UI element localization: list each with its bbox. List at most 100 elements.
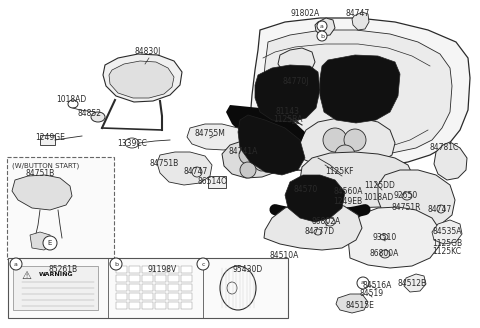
Text: 1339CC: 1339CC (117, 138, 147, 148)
Bar (155, 284, 166, 291)
Circle shape (43, 236, 57, 250)
Text: a: a (361, 280, 365, 285)
Polygon shape (255, 65, 320, 122)
Text: 1125KC: 1125KC (432, 247, 461, 256)
Text: 84755M: 84755M (194, 130, 226, 138)
Polygon shape (222, 138, 282, 178)
Bar (155, 275, 166, 282)
Text: 84830J: 84830J (135, 48, 161, 56)
Bar (208, 176, 226, 188)
Bar (168, 302, 179, 309)
Text: 86802A: 86802A (312, 217, 341, 227)
Text: 84751B: 84751B (26, 169, 55, 177)
Bar (40, 135, 55, 145)
Bar (116, 275, 127, 282)
Bar (142, 293, 153, 300)
Circle shape (317, 31, 327, 41)
Text: 84781C: 84781C (430, 144, 458, 153)
Text: a: a (14, 261, 18, 266)
Text: 84747: 84747 (346, 10, 370, 18)
Bar (168, 284, 179, 291)
Ellipse shape (254, 155, 270, 171)
Ellipse shape (335, 145, 355, 165)
Ellipse shape (344, 129, 366, 151)
Bar (142, 302, 153, 309)
Text: (W/BUTTON START): (W/BUTTON START) (12, 163, 79, 169)
Text: 1125KF: 1125KF (325, 168, 353, 176)
Bar (129, 302, 140, 309)
Polygon shape (12, 175, 72, 210)
Ellipse shape (240, 162, 256, 178)
Circle shape (10, 258, 22, 270)
FancyBboxPatch shape (7, 157, 114, 259)
Text: 92650: 92650 (394, 192, 418, 200)
Polygon shape (352, 12, 369, 30)
Polygon shape (226, 105, 305, 152)
Polygon shape (278, 48, 315, 78)
Text: 84777D: 84777D (305, 228, 335, 236)
Bar (116, 302, 127, 309)
Text: 1125BA: 1125BA (273, 115, 303, 125)
Polygon shape (300, 152, 414, 208)
Bar (129, 293, 140, 300)
Bar (168, 275, 179, 282)
Polygon shape (315, 18, 335, 36)
Polygon shape (432, 220, 462, 244)
Bar (116, 293, 127, 300)
Text: 84560A: 84560A (333, 188, 363, 196)
Bar (181, 266, 192, 273)
Text: 84515E: 84515E (346, 300, 374, 310)
Polygon shape (336, 294, 368, 313)
Text: 93510: 93510 (373, 233, 397, 241)
Text: 1125GB: 1125GB (432, 238, 462, 248)
Circle shape (110, 258, 122, 270)
Text: 84751B: 84751B (149, 159, 179, 169)
Text: 1018AD: 1018AD (56, 95, 86, 105)
Polygon shape (30, 232, 52, 250)
Bar (129, 284, 140, 291)
Text: 84751R: 84751R (391, 203, 421, 213)
Bar (181, 284, 192, 291)
Polygon shape (434, 142, 467, 180)
Polygon shape (157, 152, 212, 185)
Polygon shape (109, 61, 174, 98)
Polygon shape (262, 30, 452, 157)
Bar (129, 275, 140, 282)
Bar (181, 293, 192, 300)
Ellipse shape (323, 128, 347, 152)
Text: 84770J: 84770J (283, 77, 309, 87)
Text: 91802A: 91802A (290, 10, 320, 18)
Bar (116, 266, 127, 273)
Ellipse shape (91, 112, 105, 122)
Text: 84535A: 84535A (432, 227, 462, 236)
Text: b: b (114, 261, 118, 266)
Text: 84510A: 84510A (269, 252, 299, 260)
Text: 84516A: 84516A (362, 280, 392, 290)
Bar (142, 275, 153, 282)
Text: 81143: 81143 (276, 108, 300, 116)
Bar (142, 266, 153, 273)
Text: E: E (48, 240, 52, 246)
Text: 84747: 84747 (184, 168, 208, 176)
Bar (168, 266, 179, 273)
Polygon shape (348, 207, 440, 268)
Text: 84741A: 84741A (228, 148, 258, 156)
Text: 84747: 84747 (428, 204, 452, 214)
Polygon shape (103, 54, 182, 102)
Circle shape (197, 258, 209, 270)
Text: 86800A: 86800A (369, 250, 399, 258)
Bar (155, 293, 166, 300)
Circle shape (317, 21, 327, 31)
Bar (129, 266, 140, 273)
Polygon shape (320, 55, 400, 123)
Text: c: c (201, 261, 205, 266)
Ellipse shape (380, 250, 390, 258)
Bar (142, 284, 153, 291)
Polygon shape (187, 124, 244, 150)
Polygon shape (238, 115, 305, 175)
Polygon shape (250, 18, 470, 171)
Circle shape (357, 277, 369, 289)
Text: ⚠: ⚠ (21, 271, 31, 281)
Text: 1018AD: 1018AD (363, 194, 393, 202)
Polygon shape (285, 175, 345, 222)
